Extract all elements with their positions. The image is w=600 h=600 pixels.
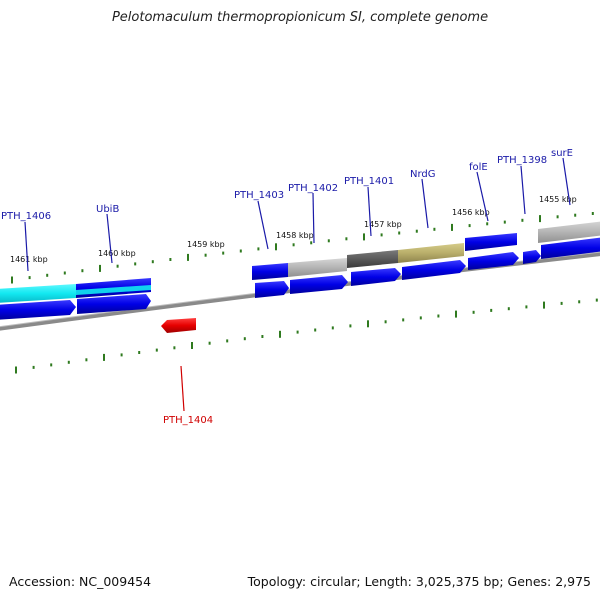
scale-label-1458: 1458 kbp [276, 231, 314, 240]
scale-label-1457: 1457 kbp [364, 220, 402, 229]
pth1404-leader-line [180, 365, 185, 412]
scale-label-1461: 1461 kbp [10, 255, 48, 264]
gene-label-pth1402[interactable]: PTH_1402 [288, 183, 338, 194]
gene-label-pth1403[interactable]: PTH_1403 [234, 190, 284, 201]
gene-arrow-4[interactable] [290, 275, 348, 294]
gene-arrow-7[interactable] [468, 252, 519, 270]
scale-label-1460: 1460 kbp [98, 249, 136, 258]
accession-text: Accession: NC_009454 [9, 574, 152, 589]
gene-arrow-9[interactable] [541, 237, 600, 259]
gene-arrow-8[interactable] [523, 250, 541, 264]
gene-pth1403-segment[interactable] [252, 263, 288, 280]
scale-label-1456: 1456 kbp [452, 208, 490, 217]
gene-leader-lines [24, 157, 571, 272]
gene-arrow-1[interactable] [0, 300, 76, 320]
gene-label-ubib[interactable]: UbiB [96, 204, 119, 215]
inner-feature-track [0, 237, 600, 320]
gene-label-pth1401[interactable]: PTH_1401 [344, 176, 394, 187]
inner-scale-ticks [15, 298, 598, 374]
outer-feature-track [0, 221, 600, 303]
outer-scale-ticks [11, 212, 594, 284]
gene-pth1402-segment[interactable] [288, 258, 347, 277]
gene-nrdg-segment[interactable] [398, 243, 464, 263]
scale-label-1459: 1459 kbp [187, 240, 225, 249]
map-title: Pelotomaculum thermopropionicum SI, comp… [111, 10, 489, 25]
gene-cyan-segment[interactable] [0, 284, 76, 303]
scale-label-1455: 1455 kbp [539, 195, 577, 204]
gene-arrow-5[interactable] [351, 268, 401, 286]
gene-arrow-6[interactable] [402, 260, 466, 280]
gene-pth1404-reverse-arrow[interactable] [161, 318, 196, 333]
gene-label-sure[interactable]: surE [551, 148, 573, 159]
gene-label-pth1404[interactable]: PTH_1404 [163, 415, 213, 426]
gene-arrow-2[interactable] [77, 294, 151, 314]
gene-sure-segment[interactable] [538, 221, 600, 243]
gene-label-pth1406[interactable]: PTH_1406 [1, 211, 51, 222]
topology-text: Topology: circular; Length: 3,025,375 bp… [247, 574, 591, 589]
gene-label-fole[interactable]: folE [469, 162, 488, 173]
gene-fole-segment[interactable] [465, 233, 517, 251]
gene-label-nrdg[interactable]: NrdG [410, 169, 436, 180]
gene-label-pth1398[interactable]: PTH_1398 [497, 155, 547, 166]
gene-arrow-3[interactable] [255, 281, 289, 298]
gene-pth1401-segment[interactable] [347, 250, 398, 268]
gene-ubib-cyan-band [76, 285, 151, 295]
